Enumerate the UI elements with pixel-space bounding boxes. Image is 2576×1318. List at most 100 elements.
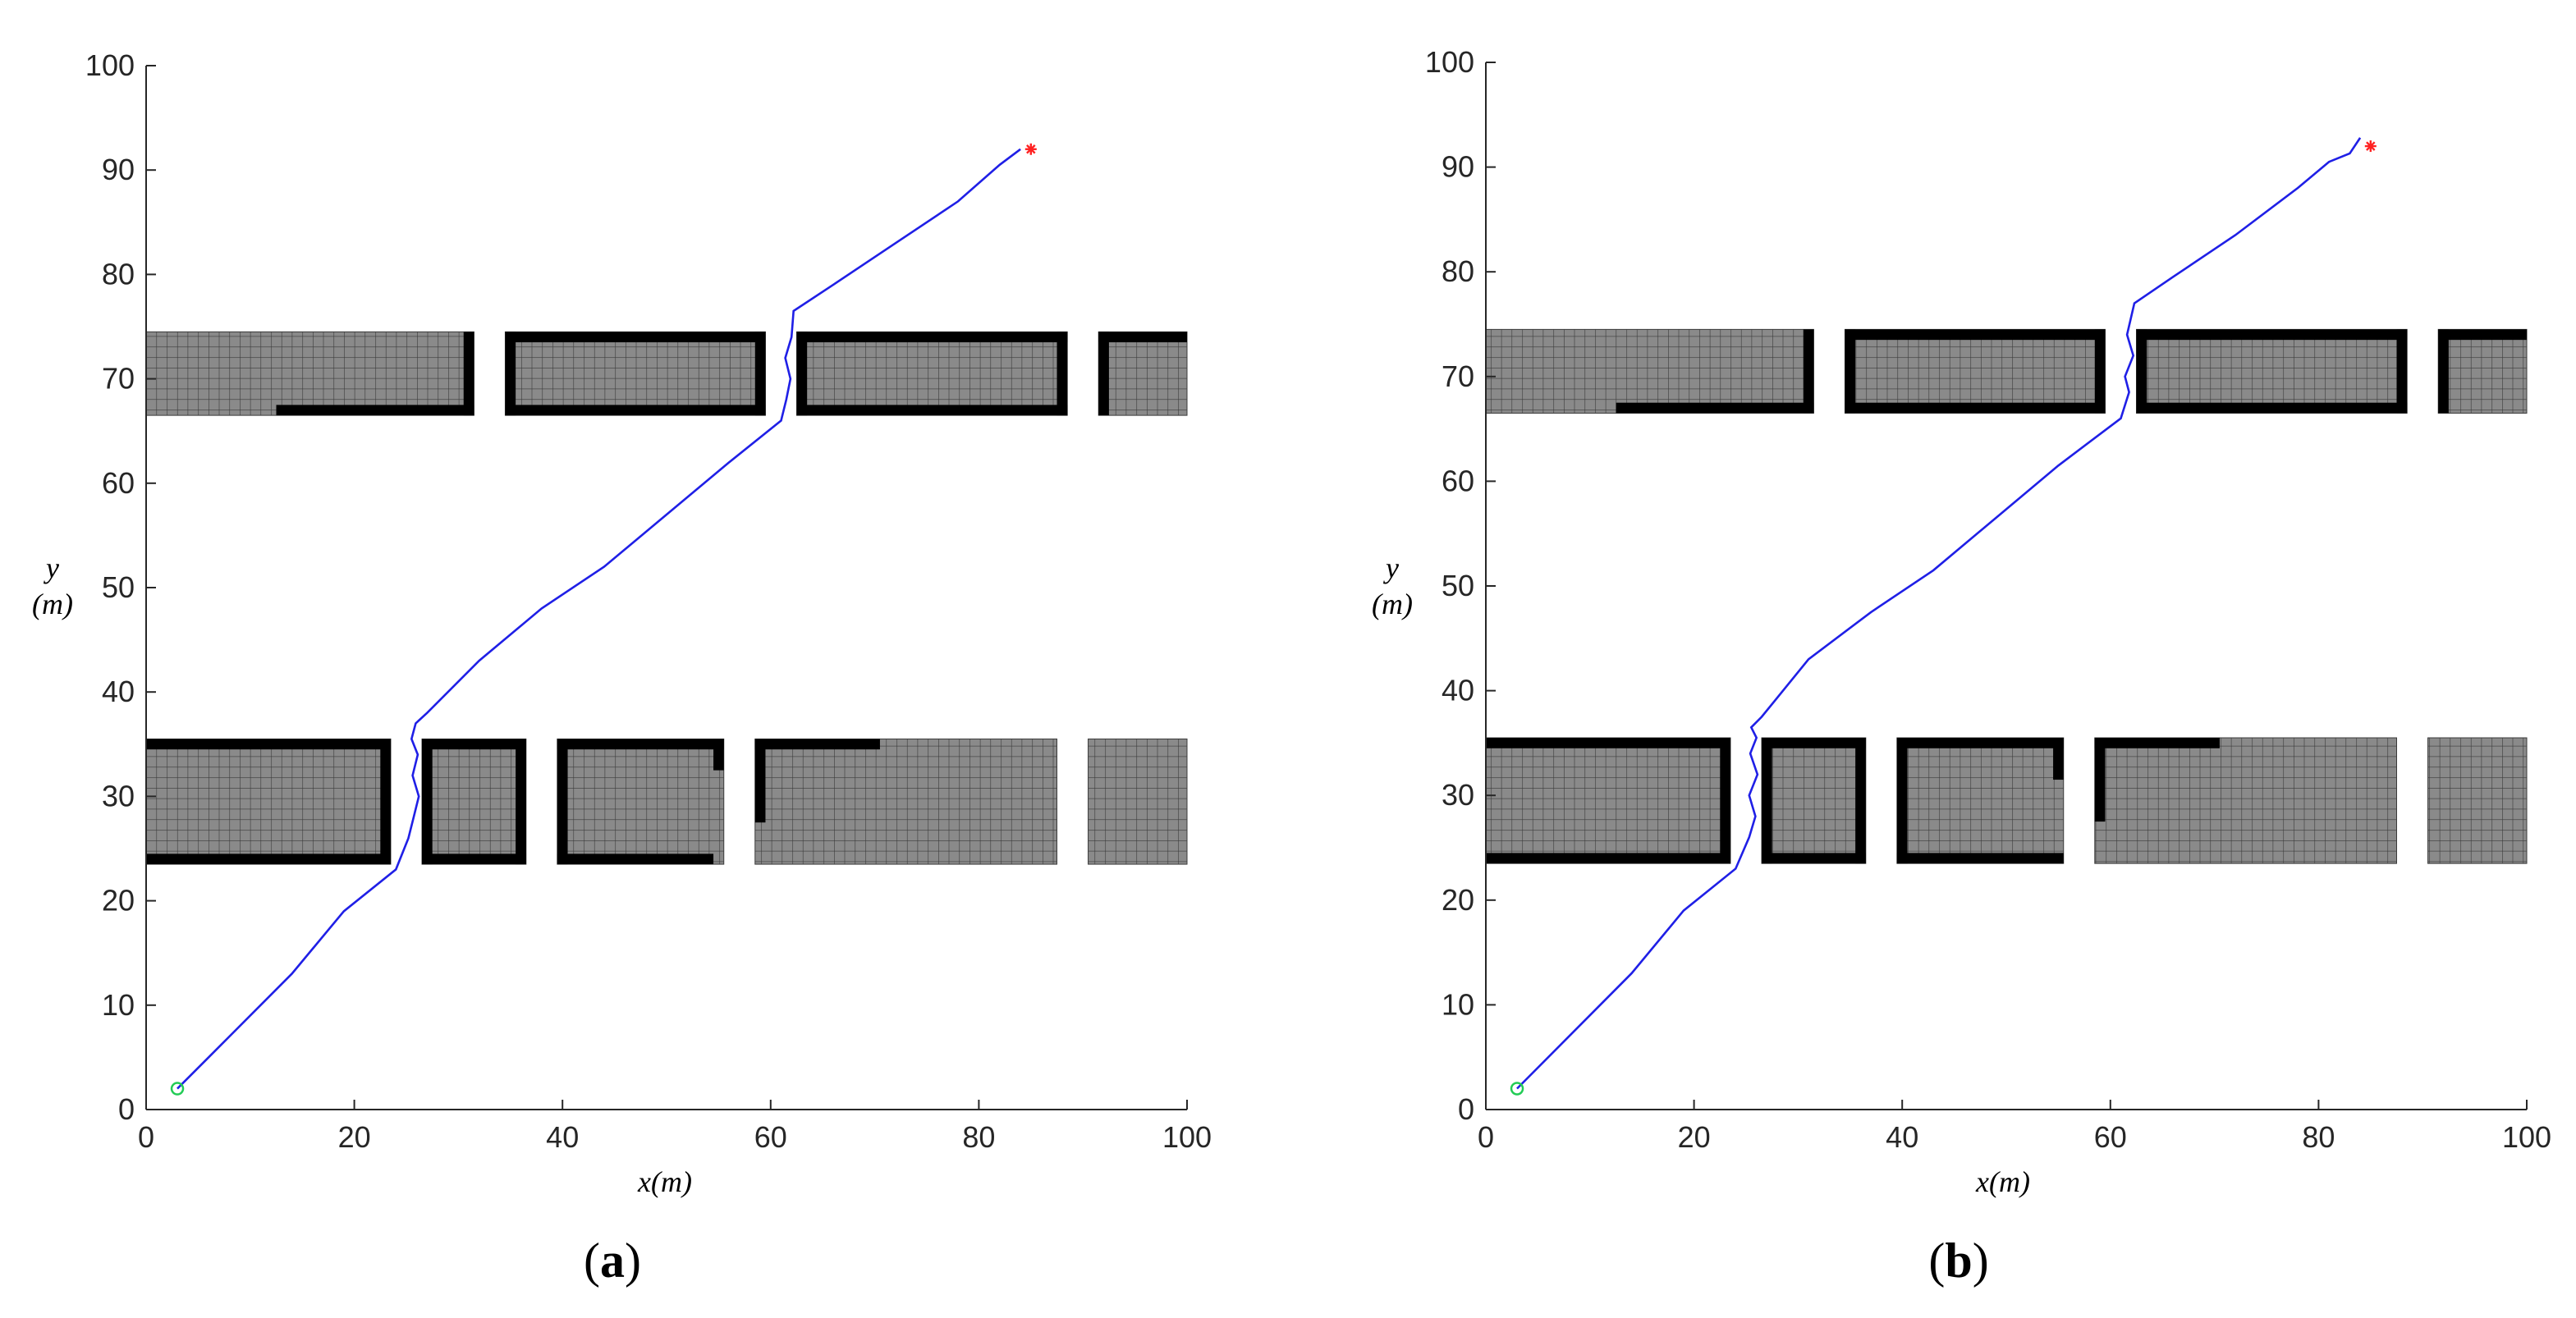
wall-layer <box>146 332 1187 865</box>
obstacle-wall-1-1 <box>1616 402 1814 414</box>
x-axis-label-a: x(m) <box>637 1165 692 1198</box>
x-tick-label: 100 <box>2502 1120 2551 1154</box>
obstacle-block-6 <box>1761 737 1867 864</box>
obstacle-wall-7-1 <box>557 739 724 750</box>
x-tick-label: 60 <box>2094 1120 2127 1154</box>
obstacle-wall-7-3 <box>1896 738 1908 864</box>
x-axis-label-b: x(m) <box>1975 1165 2030 1198</box>
obstacle-block-8 <box>2094 737 2398 864</box>
x-tick-label: 0 <box>1478 1120 1494 1154</box>
obstacle-wall-2-2 <box>505 405 766 416</box>
obstacle-block-4 <box>2437 328 2528 414</box>
obstacle-layer <box>145 331 1188 865</box>
y-tick-label: 0 <box>118 1092 135 1126</box>
obstacle-wall-7-4 <box>713 739 724 771</box>
x-tick-label: 40 <box>546 1120 579 1154</box>
panel-label-b-letter: b <box>1945 1233 1972 1288</box>
y-tick-labels-b: 0 10 20 30 40 50 60 70 80 90 100 <box>1425 45 1474 1126</box>
panel-label-b: (b) <box>1928 1233 1988 1288</box>
x-tick-labels-a: 0 20 40 60 80 100 <box>138 1120 1212 1154</box>
obstacle-wall-5-1 <box>146 739 391 750</box>
obstacle-wall-6-3 <box>1762 738 1772 864</box>
x-tick-label: 80 <box>2302 1120 2335 1154</box>
obstacle-wall-5-2 <box>146 853 391 865</box>
y-tick-label: 60 <box>102 466 135 500</box>
obstacle-wall-4-2 <box>2438 329 2449 414</box>
obstacle-wall-3-4 <box>1057 332 1068 416</box>
y-axis-label-b-line2: (m) <box>1372 588 1413 620</box>
obstacle-wall-4-2 <box>1098 332 1109 416</box>
obstacle-block-7 <box>1896 737 2065 864</box>
obstacle-wall-4-1 <box>2438 329 2527 341</box>
obstacle-block-2 <box>1844 328 2106 414</box>
obstacle-wall-3-1 <box>2136 329 2408 341</box>
obstacle-wall-1-2 <box>1803 329 1814 414</box>
y-tick-label: 80 <box>102 257 135 291</box>
obstacle-wall-6-4 <box>516 739 526 865</box>
obstacle-block-7 <box>557 738 725 865</box>
y-tick-label: 10 <box>1442 987 1474 1021</box>
obstacle-wall-8-1 <box>2094 738 2220 748</box>
obstacle-wall-5-2 <box>1486 853 1730 864</box>
start-point-marker <box>1510 1082 1524 1096</box>
obstacle-wall-5-1 <box>1486 738 1730 748</box>
panel-label-b-open: ( <box>1928 1233 1945 1288</box>
panel-label-a-letter: a <box>600 1233 625 1288</box>
obstacle-wall-8-1 <box>754 739 880 750</box>
y-tick-label: 50 <box>1442 569 1474 602</box>
start-point-marker <box>170 1082 185 1096</box>
y-tick-label: 80 <box>1442 254 1474 288</box>
axes-a <box>145 65 1188 1110</box>
obstacle-wall-6-2 <box>422 853 526 865</box>
goal-point-marker <box>2364 140 2377 153</box>
obstacle-block-6 <box>421 738 527 865</box>
y-tick-label: 70 <box>102 362 135 396</box>
y-axis-label-a-line1: y <box>44 551 59 584</box>
obstacle-wall-6-3 <box>422 739 433 865</box>
obstacle-wall-4-1 <box>1098 332 1187 343</box>
obstacle-wall-1-2 <box>463 332 474 416</box>
obstacle-block-9 <box>2427 737 2528 864</box>
x-tick-label: 0 <box>138 1120 154 1154</box>
y-tick-label: 50 <box>102 570 135 604</box>
x-tick-label: 20 <box>1678 1120 1711 1154</box>
obstacle-block-3 <box>2136 328 2408 414</box>
x-tick-label: 60 <box>754 1120 787 1154</box>
obstacle-block-1 <box>145 331 474 416</box>
obstacle-wall-6-2 <box>1762 853 1866 864</box>
obstacle-wall-2-1 <box>505 332 766 343</box>
x-tick-label: 100 <box>1162 1120 1212 1154</box>
x-tick-label: 40 <box>1886 1120 1918 1154</box>
obstacle-wall-7-2 <box>1896 853 2064 864</box>
wall-layer <box>1486 329 2527 864</box>
obstacle-block-4 <box>1098 331 1188 416</box>
y-tick-label: 20 <box>1442 883 1474 917</box>
obstacle-wall-2-3 <box>1845 329 1856 414</box>
obstacle-block-1 <box>1485 328 1814 414</box>
obstacle-wall-3-2 <box>2136 402 2408 414</box>
obstacle-wall-7-2 <box>557 853 714 865</box>
y-axis-label-b-line1: y <box>1383 551 1399 584</box>
obstacle-wall-8-2 <box>754 739 766 823</box>
panel-label-a-open: ( <box>584 1233 600 1288</box>
obstacle-wall-1-1 <box>276 405 474 416</box>
robot-path-line <box>176 148 1021 1090</box>
panel-label-a-close: ) <box>625 1233 641 1288</box>
obstacle-block-2 <box>504 331 766 416</box>
obstacle-block-5 <box>145 738 392 865</box>
obstacle-wall-2-3 <box>505 332 516 416</box>
obstacle-wall-6-4 <box>1855 738 1866 864</box>
obstacle-wall-7-4 <box>2053 738 2064 780</box>
y-axis-label-a-line2: (m) <box>32 588 73 620</box>
y-tick-label: 70 <box>1442 359 1474 393</box>
obstacle-layer <box>1485 328 2528 864</box>
y-tick-label: 90 <box>102 153 135 186</box>
panel-label-b-close: ) <box>1973 1233 1989 1288</box>
y-tick-label: 90 <box>1442 150 1474 184</box>
y-tick-label: 30 <box>1442 778 1474 812</box>
y-tick-label: 10 <box>102 988 135 1022</box>
robot-path-line <box>1516 137 2362 1090</box>
y-tick-label: 30 <box>102 779 135 812</box>
x-tick-label: 80 <box>962 1120 995 1154</box>
